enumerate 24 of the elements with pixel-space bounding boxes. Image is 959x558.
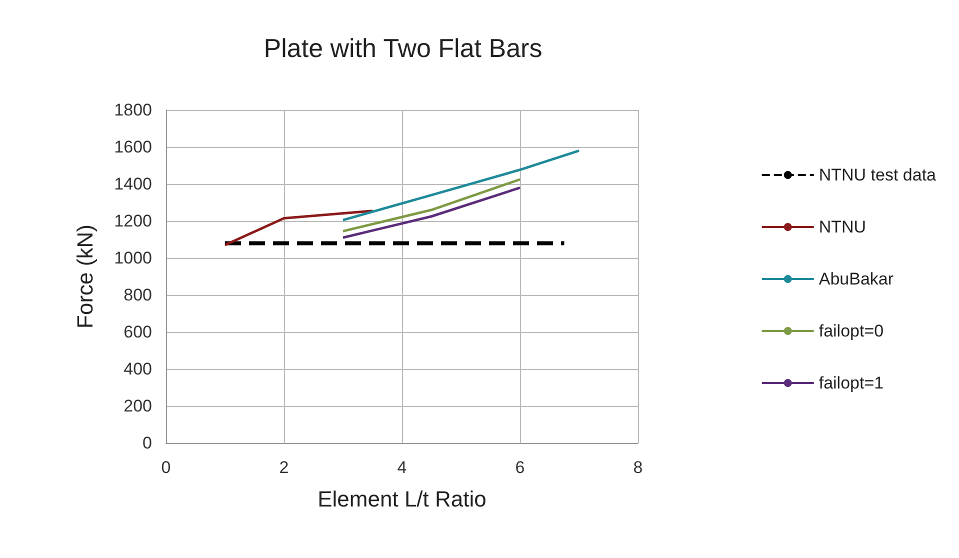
x-tick-label: 4 [397,458,407,477]
legend-label: failopt=1 [818,374,884,392]
chart-title: Plate with Two Flat Bars [264,33,542,63]
y-tick-label: 1600 [114,138,152,156]
y-axis-title: Force (kN) [72,224,98,328]
y-tick-label: 0 [142,434,152,452]
y-tick-label: 1800 [114,100,152,120]
x-tick-label: 0 [161,458,171,477]
y-tick-label: 800 [124,286,152,304]
y-tick-label: 200 [124,396,152,416]
legend-label: NTNU [818,218,866,236]
y-tick-label: 1200 [114,212,152,230]
x-tick-label: 6 [515,458,525,477]
x-tick-label: 8 [633,458,643,477]
legend-label: AbuBakar [818,270,894,288]
legend-label: NTNU test data [818,166,937,184]
y-tick-label: 1000 [114,248,152,268]
y-tick-label: 600 [124,322,152,342]
x-axis-title: Element L/t Ratio [318,486,486,512]
y-tick-label: 1400 [114,174,152,194]
legend-label: failopt=0 [818,322,884,340]
x-tick-label: 2 [279,458,289,477]
line-series [342,149,580,222]
y-tick-label: 400 [124,360,152,378]
